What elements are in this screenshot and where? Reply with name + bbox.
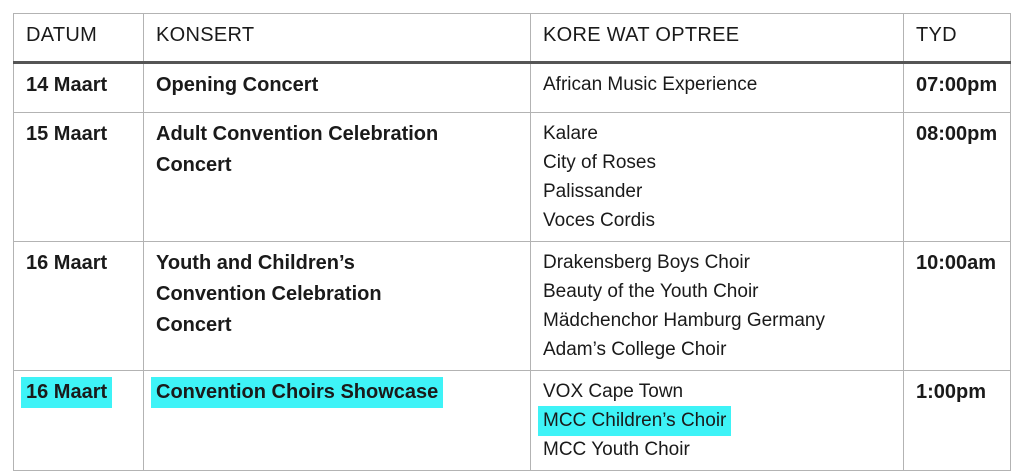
- cell-konsert: Opening Concert: [143, 62, 531, 113]
- kore-line: African Music Experience: [543, 74, 758, 95]
- konsert-text-highlighted: Convention Choirs Showcase: [151, 377, 444, 408]
- table-row: 16 Maart Convention Choirs Showcase VOX …: [13, 370, 1011, 471]
- tyd-text: 07:00pm: [916, 74, 998, 96]
- cell-tyd: 07:00pm: [903, 62, 1011, 113]
- header-konsert: KONSERT: [143, 13, 531, 64]
- kore-line: MCC Youth Choir: [543, 439, 690, 460]
- cell-tyd: 1:00pm: [903, 370, 1011, 471]
- cell-datum: 15 Maart: [13, 112, 144, 242]
- tyd-text: 08:00pm: [916, 123, 998, 145]
- konsert-line: Concert: [156, 314, 232, 336]
- cell-konsert: Adult Convention Celebration Concert: [143, 112, 531, 242]
- kore-line: Palissander: [543, 181, 643, 202]
- header-row: DATUM KONSERT KORE WAT OPTREE TYD: [13, 13, 1011, 64]
- cell-tyd: 08:00pm: [903, 112, 1011, 242]
- cell-tyd: 10:00am: [903, 241, 1011, 371]
- kore-line: Voces Cordis: [543, 210, 655, 231]
- tyd-text: 10:00am: [916, 252, 997, 274]
- kore-line: VOX Cape Town: [543, 381, 684, 402]
- cell-kore: African Music Experience: [530, 62, 904, 113]
- konsert-line: Opening Concert: [156, 74, 319, 96]
- header-datum: DATUM: [13, 13, 144, 64]
- cell-datum: 16 Maart: [13, 370, 144, 471]
- cell-konsert: Convention Choirs Showcase: [143, 370, 531, 471]
- table-row: 14 Maart Opening Concert African Music E…: [13, 62, 1011, 113]
- tyd-text: 1:00pm: [916, 381, 987, 403]
- konsert-line: Convention Celebration: [156, 283, 382, 305]
- cell-konsert: Youth and Children’s Convention Celebrat…: [143, 241, 531, 371]
- konsert-line: Youth and Children’s: [156, 252, 355, 274]
- datum-text: 15 Maart: [26, 123, 108, 145]
- konsert-line: Concert: [156, 154, 232, 176]
- datum-text-highlighted: 16 Maart: [21, 377, 113, 408]
- konsert-line: Convention Choirs Showcase: [151, 377, 518, 408]
- kore-line: Mädchenchor Hamburg Germany: [543, 310, 825, 331]
- kore-line: Kalare: [543, 123, 598, 144]
- cell-kore: Kalare City of Roses Palissander Voces C…: [530, 112, 904, 242]
- kore-line: Adam’s College Choir: [543, 339, 727, 360]
- datum-text: 16 Maart: [26, 252, 108, 274]
- kore-line: City of Roses: [543, 152, 656, 173]
- table-row: 16 Maart Youth and Children’s Convention…: [13, 241, 1011, 371]
- cell-datum: 16 Maart: [13, 241, 144, 371]
- cell-kore: VOX Cape Town MCC Children’s Choir MCC Y…: [530, 370, 904, 471]
- kore-line-highlighted: MCC Children’s Choir: [538, 406, 732, 436]
- kore-line: Beauty of the Youth Choir: [543, 281, 759, 302]
- konsert-line: Adult Convention Celebration: [156, 123, 439, 145]
- cell-kore: Drakensberg Boys Choir Beauty of the You…: [530, 241, 904, 371]
- header-kore-wat-optree: KORE WAT OPTREE: [530, 13, 904, 64]
- table-row: 15 Maart Adult Convention Celebration Co…: [13, 112, 1011, 242]
- cell-datum: 14 Maart: [13, 62, 144, 113]
- kore-line: MCC Children’s Choir: [538, 406, 891, 436]
- header-tyd: TYD: [903, 13, 1011, 64]
- datum-text: 14 Maart: [26, 74, 108, 96]
- concert-schedule-table-wrap: DATUM KONSERT KORE WAT OPTREE TYD 14 Maa…: [13, 13, 1011, 471]
- concert-schedule-table: DATUM KONSERT KORE WAT OPTREE TYD 14 Maa…: [13, 13, 1011, 471]
- kore-line: Drakensberg Boys Choir: [543, 252, 750, 273]
